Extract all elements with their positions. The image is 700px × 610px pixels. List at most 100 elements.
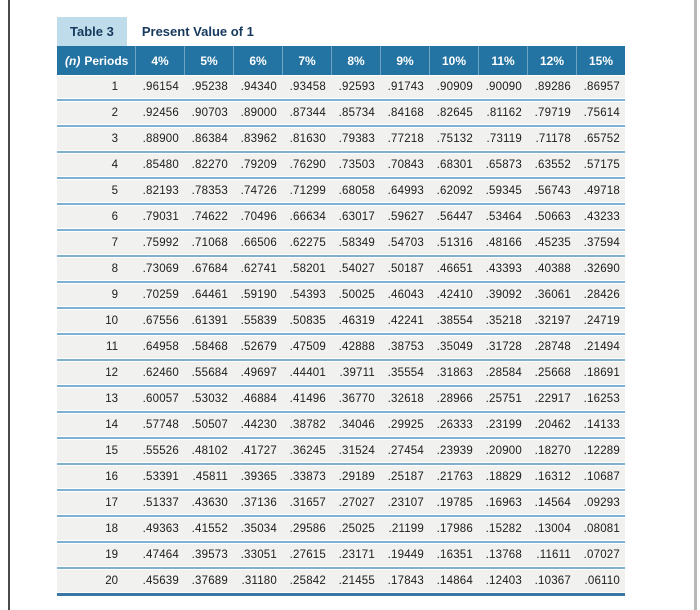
value-cell: .49363 (142, 523, 179, 535)
value-cell: .92456 (142, 107, 179, 119)
value-cell: .52679 (240, 341, 277, 353)
value-cell: .44401 (289, 367, 326, 379)
value-cell: .21763 (436, 471, 473, 483)
value-cell: .53391 (142, 471, 179, 483)
value-cell: .43630 (191, 497, 228, 509)
value-cell: .70843 (387, 159, 424, 171)
value-cell: .11611 (536, 549, 571, 561)
value-cell: .31180 (241, 575, 277, 587)
value-cell: .31657 (289, 497, 326, 509)
value-cell: .49718 (583, 185, 620, 197)
value-cell: .13768 (485, 549, 522, 561)
value-cell: .14133 (583, 419, 620, 431)
value-cell: .19785 (436, 497, 473, 509)
value-cell: .58349 (338, 237, 375, 249)
table-row: 7 .75992 .71068 .66506 .62275 .58349 .54703 .51… (57, 231, 625, 257)
value-cell: .59627 (387, 211, 424, 223)
value-cell: .55526 (142, 445, 179, 457)
value-cell: .29925 (387, 419, 424, 431)
value-cell: .14564 (534, 497, 571, 509)
value-cell: .79209 (240, 159, 277, 171)
value-cell: .46043 (387, 289, 424, 301)
table-row: 20 .45639 .37689 .31180 .25842 .21455 .17843 .1… (57, 569, 625, 596)
value-cell: .39365 (240, 471, 277, 483)
value-cell: .54027 (338, 263, 375, 275)
column-header-rate: 7% (282, 46, 331, 75)
value-cell: .25025 (338, 523, 375, 535)
table-row: 8 .73069 .67684 .62741 .58201 .54027 .50187 .46… (57, 257, 625, 283)
table-row: 6 .79031 .74622 .70496 .66634 .63017 .59627 .56… (57, 205, 625, 231)
value-cell: .34046 (338, 419, 375, 431)
value-cell: .70259 (142, 289, 179, 301)
value-cell: .71178 (535, 133, 571, 145)
value-cell: .46884 (240, 393, 277, 405)
value-cell: .64958 (142, 341, 179, 353)
value-cell: .39711 (339, 367, 375, 379)
period-cell: 20 (105, 575, 118, 587)
value-cell: .12403 (485, 575, 522, 587)
value-cell: .18691 (583, 367, 620, 379)
value-cell: .40388 (534, 263, 571, 275)
value-cell: .50663 (534, 211, 571, 223)
periods-n-prefix: (n) (65, 53, 81, 68)
value-cell: .25842 (289, 575, 326, 587)
period-cell: 3 (111, 133, 118, 145)
period-cell: 15 (105, 445, 118, 457)
value-cell: .64461 (191, 289, 228, 301)
value-cell: .37594 (583, 237, 620, 249)
value-cell: .33873 (289, 471, 326, 483)
column-header-rate: 8% (331, 46, 380, 75)
value-cell: .83962 (240, 133, 277, 145)
value-cell: .95238 (191, 81, 228, 93)
value-cell: .41727 (240, 445, 277, 457)
value-cell: .38554 (436, 315, 473, 327)
value-cell: .06110 (584, 575, 620, 587)
value-cell: .90909 (436, 81, 473, 93)
value-cell: .78353 (191, 185, 228, 197)
value-cell: .73119 (486, 133, 522, 145)
table-row: 14 .57748 .50507 .44230 .38782 .34046 .29925 .2… (57, 413, 625, 439)
column-header-rate: 4% (135, 46, 184, 75)
period-cell: 12 (105, 367, 118, 379)
value-cell: .16253 (583, 393, 620, 405)
value-cell: .82193 (142, 185, 179, 197)
value-cell: .28966 (436, 393, 473, 405)
value-cell: .12289 (583, 445, 620, 457)
value-cell: .82270 (191, 159, 228, 171)
column-header-rate: 9% (380, 46, 429, 75)
value-cell: .55839 (240, 315, 277, 327)
value-cell: .87344 (289, 107, 326, 119)
value-cell: .76290 (289, 159, 326, 171)
page-edge-left (8, 0, 10, 610)
value-cell: .62460 (142, 367, 179, 379)
page-edge-right (694, 0, 697, 610)
value-cell: .25187 (387, 471, 424, 483)
value-cell: .23171 (338, 549, 375, 561)
table-row: 9 .70259 .64461 .59190 .54393 .50025 .46043 .42… (57, 283, 625, 309)
value-cell: .51316 (436, 237, 473, 249)
value-cell: .59345 (485, 185, 522, 197)
value-cell: .42410 (436, 289, 473, 301)
value-cell: .68058 (338, 185, 375, 197)
table-row: 13 .60057 .53032 .46884 .41496 .36770 .32618 .2… (57, 387, 625, 413)
value-cell: .73503 (338, 159, 375, 171)
value-cell: .09293 (583, 497, 620, 509)
value-cell: .31863 (436, 367, 473, 379)
value-cell: .53464 (485, 211, 522, 223)
column-header-periods: (n) Periods (57, 46, 135, 75)
value-cell: .86957 (583, 81, 620, 93)
column-header-rate: 11% (478, 46, 527, 75)
value-cell: .56447 (436, 211, 473, 223)
table-header-row: (n) Periods 4% 5% 6% 7% 8% 9% 10% 11% 12% 15% (57, 46, 625, 75)
value-cell: .10367 (534, 575, 571, 587)
value-cell: .89286 (534, 81, 571, 93)
value-cell: .84168 (387, 107, 424, 119)
value-cell: .35554 (387, 367, 424, 379)
value-cell: .50025 (338, 289, 375, 301)
value-cell: .18270 (534, 445, 571, 457)
value-cell: .62275 (289, 237, 326, 249)
value-cell: .38782 (289, 419, 326, 431)
value-cell: .90703 (191, 107, 228, 119)
value-cell: .58468 (191, 341, 228, 353)
value-cell: .22917 (534, 393, 571, 405)
